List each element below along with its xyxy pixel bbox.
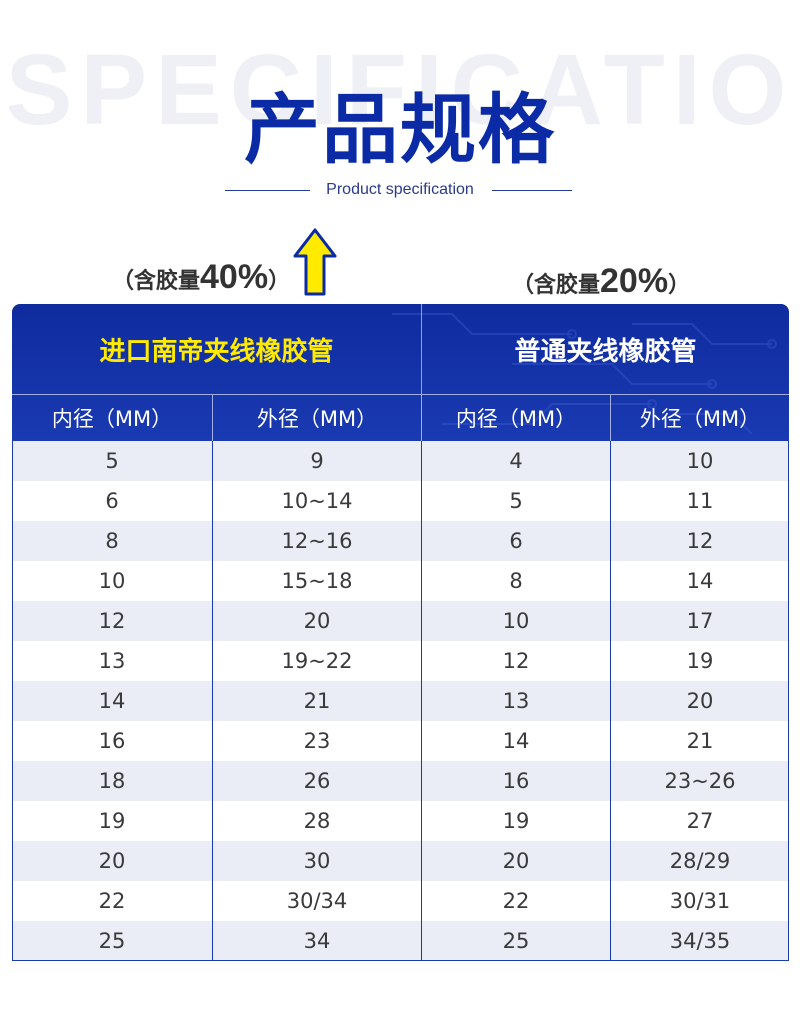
cell-outer-diameter: 30/34	[286, 889, 348, 913]
cell-outer-diameter: 19~22	[281, 649, 353, 673]
cell-inner-diameter: 6	[509, 529, 523, 553]
cell-outer-diameter: 28/29	[669, 849, 731, 873]
rubber-content-label-right: （含胶量20%）	[512, 262, 690, 301]
cell-outer-diameter: 21	[303, 689, 331, 713]
cell-inner-diameter: 13	[502, 689, 530, 713]
header-divider	[12, 394, 789, 395]
table-row: 16 23 14 21	[12, 721, 789, 761]
column-divider	[421, 395, 422, 441]
cell-inner-diameter: 4	[509, 449, 523, 473]
cell-outer-diameter: 9	[310, 449, 324, 473]
label-left-suffix: ）	[268, 269, 291, 294]
label-right-percent: 20%	[600, 262, 669, 300]
cell-outer-diameter: 21	[686, 729, 714, 753]
cell-inner-diameter: 16	[98, 729, 126, 753]
cell-inner-diameter: 19	[98, 809, 126, 833]
group-header-ordinary: 普通夹线橡胶管	[514, 336, 697, 367]
circuit-pattern-decoration	[392, 313, 777, 435]
cell-outer-diameter: 11	[686, 489, 714, 513]
cell-inner-diameter: 13	[98, 649, 126, 673]
cell-inner-diameter: 14	[502, 729, 530, 753]
cell-outer-diameter: 34	[303, 929, 331, 953]
table-row: 18 26 16 23~26	[12, 761, 789, 801]
cell-outer-diameter: 28	[303, 809, 331, 833]
table-row: 19 28 19 27	[12, 801, 789, 841]
cell-inner-diameter: 8	[509, 569, 523, 593]
group-divider	[421, 304, 422, 394]
subtitle-divider-left	[225, 190, 310, 191]
cell-inner-diameter: 10	[502, 609, 530, 633]
cell-inner-diameter: 20	[502, 849, 530, 873]
cell-inner-diameter: 18	[98, 769, 126, 793]
background-watermark-text: SPECIFICATIO	[5, 40, 795, 140]
label-right-suffix: ）	[668, 273, 691, 298]
cell-outer-diameter: 14	[686, 569, 714, 593]
cell-outer-diameter: 34/35	[669, 929, 731, 953]
cell-outer-diameter: 17	[686, 609, 714, 633]
cell-inner-diameter: 22	[502, 889, 530, 913]
column-divider	[610, 441, 611, 961]
cell-outer-diameter: 10~14	[281, 489, 353, 513]
column-divider	[610, 395, 611, 441]
rubber-content-label-left: （含胶量40%）	[112, 258, 290, 297]
cell-inner-diameter: 6	[105, 489, 119, 513]
page-title: 产品规格	[244, 85, 556, 174]
column-divider	[212, 395, 213, 441]
column-header-outer-diameter: 外径（MM）	[256, 407, 378, 431]
cell-inner-diameter: 25	[98, 929, 126, 953]
spec-table: 进口南帝夹线橡胶管 普通夹线橡胶管 内径（MM） 外径（MM） 内径（MM） 外…	[12, 304, 789, 961]
table-row: 12 20 10 17	[12, 601, 789, 641]
cell-inner-diameter: 10	[98, 569, 126, 593]
table-header: 进口南帝夹线橡胶管 普通夹线橡胶管 内径（MM） 外径（MM） 内径（MM） 外…	[12, 304, 789, 441]
subtitle: Product specification	[326, 181, 474, 198]
cell-outer-diameter: 12~16	[281, 529, 353, 553]
cell-outer-diameter: 26	[303, 769, 331, 793]
cell-inner-diameter: 22	[98, 889, 126, 913]
cell-inner-diameter: 8	[105, 529, 119, 553]
column-header-inner-diameter: 内径（MM）	[51, 407, 173, 431]
cell-outer-diameter: 23~26	[664, 769, 736, 793]
column-header-outer-diameter: 外径（MM）	[639, 407, 761, 431]
cell-inner-diameter: 25	[502, 929, 530, 953]
cell-outer-diameter: 30	[303, 849, 331, 873]
column-divider	[212, 441, 213, 961]
cell-outer-diameter: 20	[303, 609, 331, 633]
table-row: 8 12~16 6 12	[12, 521, 789, 561]
table-row: 10 15~18 8 14	[12, 561, 789, 601]
cell-outer-diameter: 30/31	[669, 889, 731, 913]
up-arrow-icon	[293, 228, 337, 296]
cell-inner-diameter: 14	[98, 689, 126, 713]
label-left-prefix: （含胶量	[112, 269, 201, 294]
subtitle-row: Product specification	[0, 178, 800, 202]
cell-outer-diameter: 27	[686, 809, 714, 833]
cell-inner-diameter: 16	[502, 769, 530, 793]
cell-outer-diameter: 12	[686, 529, 714, 553]
label-left-percent: 40%	[200, 258, 269, 296]
cell-inner-diameter: 5	[509, 489, 523, 513]
cell-inner-diameter: 5	[105, 449, 119, 473]
cell-outer-diameter: 20	[686, 689, 714, 713]
cell-outer-diameter: 15~18	[281, 569, 353, 593]
cell-outer-diameter: 19	[686, 649, 714, 673]
cell-inner-diameter: 12	[502, 649, 530, 673]
table-body: 5 9 4 10 6 10~14 5 11 8 12~16 6 12 10 15~18 8 14 12 20 10 1…	[12, 441, 789, 961]
table-row: 20 30 20 28/29	[12, 841, 789, 881]
table-row: 25 34 25 34/35	[12, 921, 789, 961]
cell-outer-diameter: 10	[686, 449, 714, 473]
table-row: 13 19~22 12 19	[12, 641, 789, 681]
table-row: 22 30/34 22 30/31	[12, 881, 789, 921]
column-divider	[421, 441, 422, 961]
label-right-prefix: （含胶量	[512, 273, 601, 298]
subtitle-divider-right	[492, 190, 572, 191]
cell-inner-diameter: 19	[502, 809, 530, 833]
column-header-inner-diameter: 内径（MM）	[455, 407, 577, 431]
table-row: 5 9 4 10	[12, 441, 789, 481]
cell-inner-diameter: 12	[98, 609, 126, 633]
group-header-imported: 进口南帝夹线橡胶管	[99, 336, 334, 367]
cell-outer-diameter: 23	[303, 729, 331, 753]
cell-inner-diameter: 20	[98, 849, 126, 873]
table-row: 6 10~14 5 11	[12, 481, 789, 521]
table-row: 14 21 13 20	[12, 681, 789, 721]
